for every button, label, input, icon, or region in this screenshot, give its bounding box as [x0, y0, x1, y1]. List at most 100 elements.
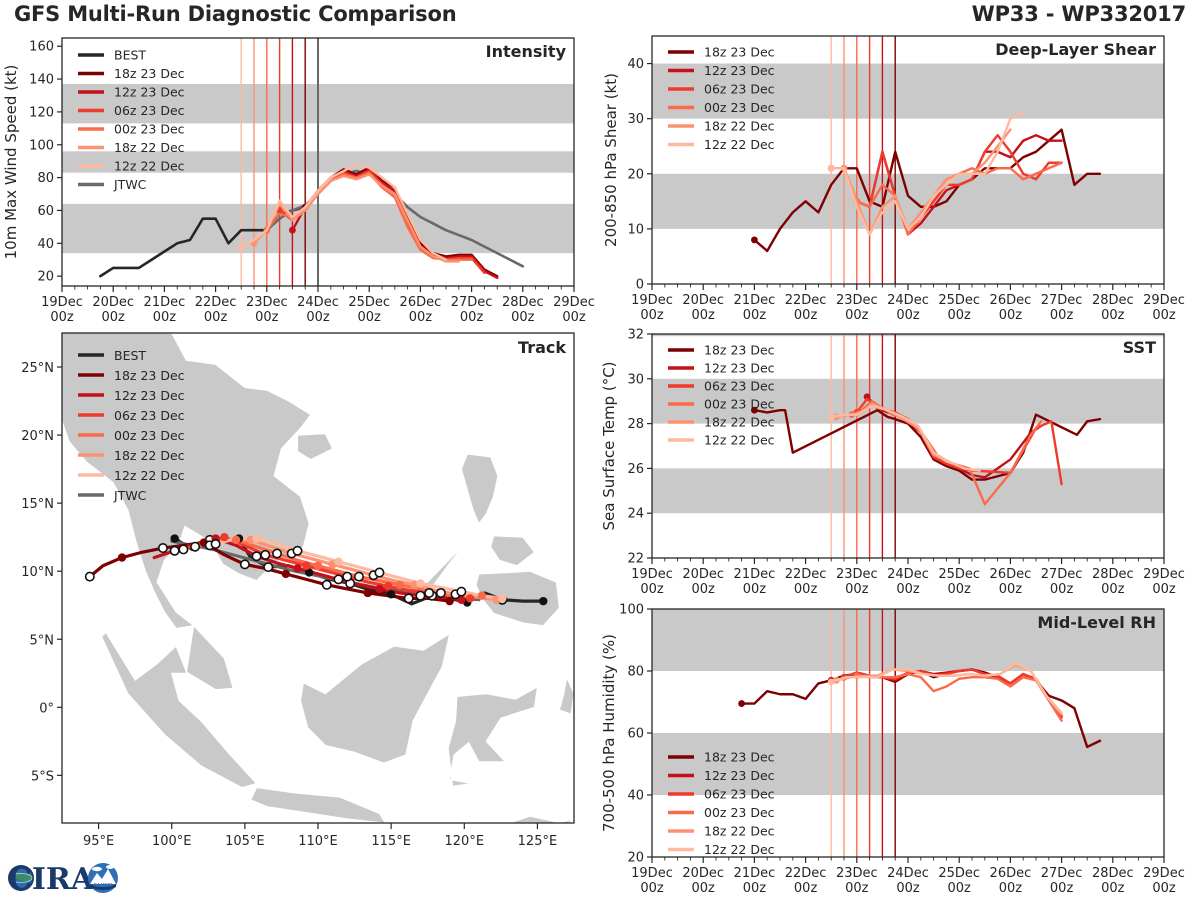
- shaded-band: [652, 468, 1164, 514]
- legend-label: 12z 22 Dec: [114, 159, 185, 174]
- legend-label: 06z 23 Dec: [114, 408, 185, 423]
- y-tick-label: 120: [29, 105, 54, 120]
- series-start-marker: [827, 413, 835, 421]
- cira-logo: CIRA RAMMB: [4, 856, 124, 900]
- y-tick-label: 80: [37, 171, 54, 186]
- legend-label: JTWC: [113, 177, 147, 192]
- landmass-visayas: [490, 535, 536, 567]
- x-tick-label-day: 22Dec: [785, 293, 827, 308]
- track-point-marker: [375, 584, 384, 594]
- track-point-marker: [457, 595, 466, 604]
- x-tick-label-hour: 00z: [1050, 308, 1074, 323]
- x-tick-label-hour: 00z: [1101, 582, 1125, 597]
- track-point-marker: [539, 596, 548, 606]
- y-axis-label: 10m Max Wind Speed (kt): [2, 65, 20, 260]
- x-tick-label-day: 20Dec: [682, 293, 724, 308]
- x-tick-label-day: 21Dec: [734, 293, 776, 308]
- x-tick-label-day: 29Dec: [1143, 567, 1185, 582]
- legend-label: 12z 22 Dec: [114, 468, 185, 483]
- track-point-marker: [84, 571, 95, 582]
- y-tick-label: 20: [627, 851, 644, 866]
- x-tick-label-hour: 00z: [1152, 308, 1176, 323]
- y-tick-label: 20: [627, 167, 644, 182]
- track-point-marker: [363, 588, 372, 598]
- track-point-marker: [239, 559, 250, 570]
- y-tick-label: 28: [627, 417, 644, 432]
- x-tick-label-hour: 00z: [153, 310, 177, 325]
- x-tick-label-day: 21Dec: [734, 866, 776, 881]
- x-tick-label-day: 20Dec: [682, 866, 724, 881]
- x-tick-label-day: 22Dec: [785, 866, 827, 881]
- x-tick-label-day: 19Dec: [631, 567, 673, 582]
- x-tick-label-day: 19Dec: [631, 866, 673, 881]
- panel-title: Mid-Level RH: [1037, 613, 1156, 632]
- x-tick-label-hour: 00z: [948, 308, 972, 323]
- x-tick-label-day: 27Dec: [1041, 866, 1083, 881]
- y-tick-label: 40: [627, 789, 644, 804]
- x-tick-label-hour: 00z: [204, 310, 228, 325]
- track-y-tick-label: 5°S: [31, 769, 54, 784]
- x-tick-label-hour: 00z: [1050, 582, 1074, 597]
- track-point-marker: [117, 553, 127, 562]
- legend-label: 18z 23 Dec: [114, 66, 185, 81]
- x-tick-label-day: 25Dec: [938, 567, 980, 582]
- track-point-marker: [424, 587, 435, 598]
- legend-label: 00z 23 Dec: [114, 122, 185, 137]
- x-tick-label-day: 26Dec: [990, 293, 1032, 308]
- legend-label: 06z 23 Dec: [704, 82, 775, 97]
- x-tick-label-day: 22Dec: [785, 567, 827, 582]
- legend-label: 12z 22 Dec: [704, 137, 775, 152]
- landmass-sumatra: [100, 624, 258, 789]
- track-y-tick-label: 0°: [39, 701, 54, 716]
- legend-label: BEST: [114, 48, 146, 63]
- legend-label: JTWC: [113, 488, 147, 503]
- y-axis-label: 200-850 hPa Shear (kt): [602, 73, 620, 247]
- track-y-tick-label: 10°N: [21, 565, 54, 580]
- panel-rh: 20 40 60 80 100 19Dec 00z 20Dec 00z 21Dec 00z 22Dec…: [600, 597, 1200, 897]
- track-point-marker: [374, 567, 385, 578]
- track-point-marker: [157, 543, 168, 554]
- track-y-tick-label: 25°N: [21, 361, 54, 376]
- x-tick-label-day: 27Dec: [1041, 567, 1083, 582]
- x-tick-label-hour: 00z: [743, 582, 767, 597]
- x-tick-label-hour: 00z: [948, 881, 972, 896]
- legend-label: 00z 23 Dec: [704, 100, 775, 115]
- legend-label: 12z 23 Dec: [704, 361, 775, 376]
- legend-label: 06z 23 Dec: [114, 103, 185, 118]
- legend-label: 12z 23 Dec: [704, 768, 775, 783]
- track-point-marker: [321, 579, 332, 590]
- x-tick-label-hour: 00z: [1152, 881, 1176, 896]
- track-point-marker: [292, 545, 303, 556]
- y-tick-label: 22: [627, 552, 644, 567]
- x-tick-label-day: 25Dec: [938, 293, 980, 308]
- x-tick-label-hour: 00z: [1152, 582, 1176, 597]
- track-point-marker: [435, 587, 446, 598]
- x-tick-label-day: 25Dec: [348, 295, 390, 310]
- y-tick-label: 100: [29, 138, 54, 153]
- series-line: [240, 163, 448, 261]
- x-tick-label-day: 19Dec: [41, 295, 83, 310]
- panel-title: Deep-Layer Shear: [995, 40, 1156, 59]
- rammb-badge-icon: RAMMB: [88, 863, 118, 893]
- track-point-marker: [169, 545, 180, 556]
- x-tick-label-hour: 00z: [1050, 881, 1074, 896]
- legend-label: 18z 22 Dec: [114, 140, 185, 155]
- series-start-marker: [863, 393, 871, 401]
- series-start-marker: [827, 164, 835, 172]
- y-tick-label: 26: [627, 462, 644, 477]
- legend-label: 18z 23 Dec: [704, 750, 775, 765]
- series-line: [842, 134, 1063, 236]
- series-line: [830, 404, 981, 472]
- shaded-band: [652, 63, 1164, 119]
- y-tick-label: 0: [636, 278, 644, 293]
- y-tick-label: 60: [37, 204, 54, 219]
- x-tick-label-hour: 00z: [640, 582, 664, 597]
- y-tick-label: 80: [627, 665, 644, 680]
- x-tick-label-hour: 00z: [948, 582, 972, 597]
- track-point-marker: [445, 596, 454, 606]
- x-tick-label-day: 28Dec: [1092, 567, 1134, 582]
- x-tick-label-day: 24Dec: [297, 295, 339, 310]
- legend-label: 00z 23 Dec: [704, 397, 775, 412]
- track-point-marker: [334, 557, 343, 566]
